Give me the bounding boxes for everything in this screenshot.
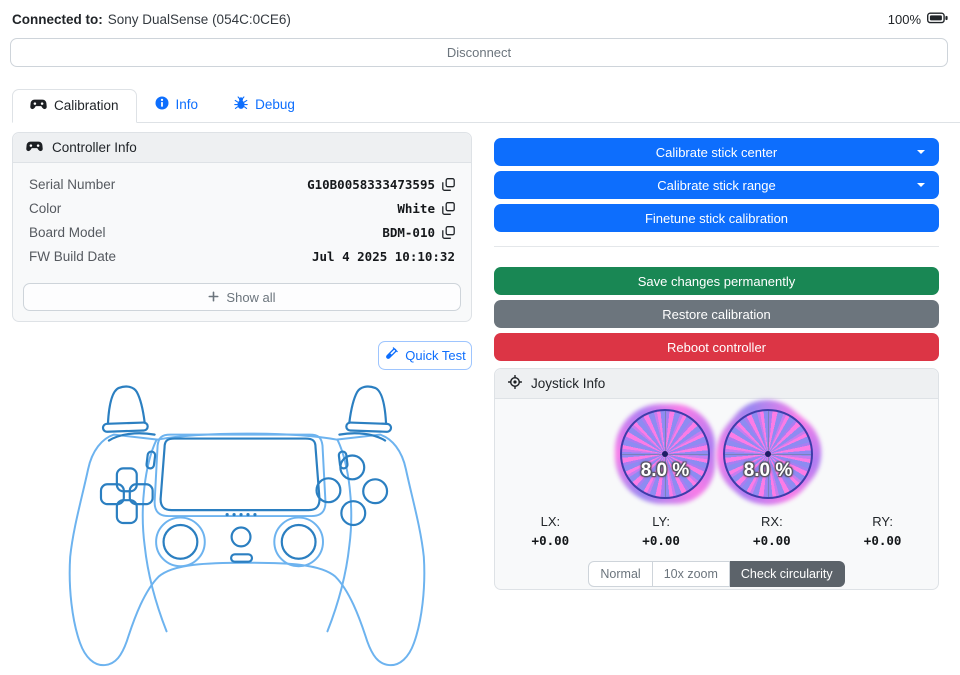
axis-readouts: LX: +0.00 LY: +0.00 RX: +0.00 RY: +0.00 [495,514,938,548]
battery-level: 100% [887,11,921,27]
quick-test-button[interactable]: Quick Test [378,341,472,370]
axis-value: +0.00 [863,533,902,548]
connection-status: Connected to: Sony DualSense (054C:0CE6) [12,12,291,27]
finetune-stick-calibration-button[interactable]: Finetune stick calibration [494,204,939,232]
info-row-board-model: Board Model BDM-010 [29,220,455,244]
reboot-controller-button[interactable]: Reboot controller [494,333,939,361]
gamepad-icon [30,98,47,113]
tab-bar: Calibration Info [12,88,960,123]
info-row-value: Jul 4 2025 10:10:32 [312,248,455,264]
test-tube-icon [384,347,398,364]
axis-value: +0.00 [642,533,680,548]
copy-icon[interactable] [442,177,455,191]
info-row-label: FW Build Date [29,248,117,264]
copy-icon[interactable] [442,201,455,215]
calibrate-stick-range-button[interactable]: Calibrate stick range [494,171,939,199]
calibrate-stick-center-button[interactable]: Calibrate stick center [494,138,939,166]
show-all-label: Show all [226,289,276,305]
axis-ly: LY: +0.00 [606,514,717,548]
connection-bar: Connected to: Sony DualSense (054C:0CE6)… [12,8,948,30]
info-icon [155,96,169,113]
gamepad-icon [26,140,43,155]
save-changes-button[interactable]: Save changes permanently [494,267,939,295]
axis-lx: LX: +0.00 [495,514,606,548]
axis-label: LY: [652,514,671,529]
reboot-controller-label: Reboot controller [667,339,766,355]
tab-info-label: Info [175,97,199,112]
info-row-value: White [397,200,435,216]
info-row-fw-build-date: FW Build Date Jul 4 2025 10:10:32 [29,244,455,268]
joystick-info-header: Joystick Info [495,369,938,399]
finetune-label: Finetune stick calibration [644,210,789,226]
controller-info-rows: Serial Number G10B0058333473595 Color Wh… [13,163,471,268]
controller-info-card: Controller Info Serial Number G10B005833… [12,132,472,322]
device-name: Sony DualSense (054C:0CE6) [107,11,291,27]
left-stick-position-dot [662,451,668,457]
info-row-serial: Serial Number G10B0058333473595 [29,172,455,196]
show-all-button[interactable]: Show all [23,283,461,311]
restore-calibration-button[interactable]: Restore calibration [494,300,939,328]
battery-status: 100% [888,12,948,27]
mode-10x-zoom-button[interactable]: 10x zoom [652,561,730,587]
info-row-label: Board Model [29,224,106,240]
left-stick-gauge: 8.0 % [615,404,715,504]
save-changes-label: Save changes permanently [637,273,796,289]
connected-label: Connected to: [12,11,103,27]
mode-check-circularity-button[interactable]: Check circularity [729,561,845,587]
tab-debug-label: Debug [255,97,295,112]
plus-icon [208,290,219,305]
right-stick-gauge: 8.0 % [697,383,839,525]
quick-test-label: Quick Test [405,348,466,363]
battery-icon [926,12,948,27]
controller-info-header: Controller Info [13,133,471,163]
controller-info-title: Controller Info [52,140,137,155]
axis-value: +0.00 [753,533,791,548]
stick-view-mode-group: Normal 10x zoom Check circularity [495,561,938,587]
info-row-label: Serial Number [29,176,116,192]
info-row-color: Color White [29,196,455,220]
joystick-info-card: Joystick Info 8.0 % 8.0 % LX: +0.00 [494,368,939,590]
tab-calibration[interactable]: Calibration [12,89,137,123]
restore-calibration-label: Restore calibration [662,306,771,322]
info-row-value: G10B0058333473595 [307,176,435,192]
tab-debug[interactable]: Debug [216,87,313,123]
joystick-info-title: Joystick Info [531,376,606,391]
info-row-value: BDM-010 [382,224,435,240]
chevron-down-icon[interactable] [917,183,925,187]
bug-icon [234,96,248,113]
calibrate-stick-range-label: Calibrate stick range [657,177,776,193]
crosshair-icon [507,374,523,392]
tab-info[interactable]: Info [137,87,217,123]
axis-label: RY: [872,514,893,529]
disconnect-button[interactable]: Disconnect [10,38,948,67]
chevron-down-icon[interactable] [917,150,925,154]
axis-label: RX: [761,514,783,529]
controller-illustration [57,377,437,675]
right-stick-deadzone-value: 8.0 % [743,459,793,481]
mode-normal-button[interactable]: Normal [588,561,653,587]
axis-ry: RY: +0.00 [827,514,938,548]
stick-gauges: 8.0 % 8.0 % [495,383,938,525]
axis-label: LX: [540,514,561,529]
right-stick-position-dot [765,451,771,457]
calibrate-stick-center-label: Calibrate stick center [655,144,778,160]
axis-rx: RX: +0.00 [717,514,828,548]
left-stick-deadzone-value: 8.0 % [640,459,690,481]
axis-value: +0.00 [531,533,570,548]
info-row-label: Color [29,200,62,216]
divider [494,246,939,247]
tab-calibration-label: Calibration [54,98,119,113]
copy-icon[interactable] [442,225,455,239]
